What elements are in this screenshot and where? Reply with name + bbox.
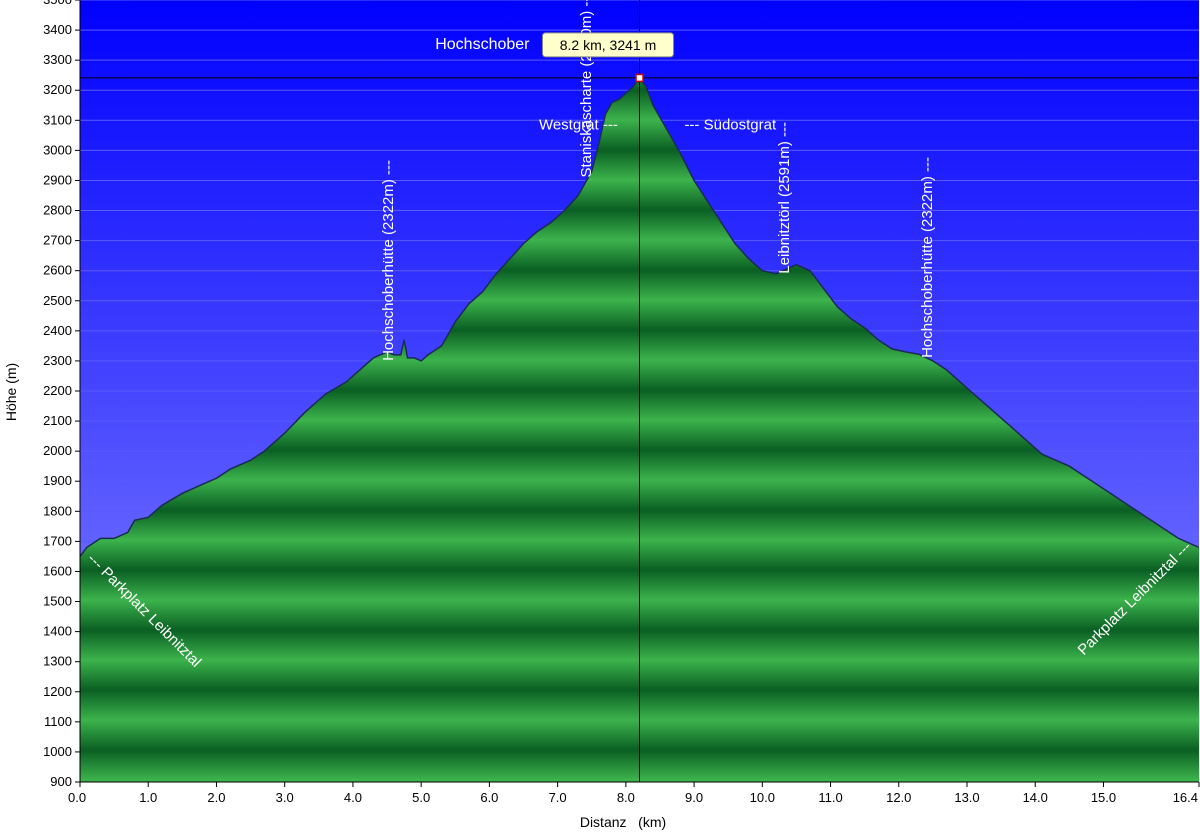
y-tick-label: 2100 <box>43 413 72 428</box>
x-tick-label: 15.0 <box>1091 790 1116 805</box>
y-tick-label: 3300 <box>43 52 72 67</box>
y-tick-label: 1200 <box>43 684 72 699</box>
x-axis-title: Distanz (km) <box>580 814 666 830</box>
y-tick-label: 2800 <box>43 203 72 218</box>
x-tick-label: 13.0 <box>954 790 979 805</box>
summit-point <box>635 73 644 83</box>
x-tick-label: 0.0 <box>68 790 86 805</box>
x-tick-label: 5.0 <box>412 790 430 805</box>
x-tick-label: 14.0 <box>1023 790 1048 805</box>
y-tick-label: 2700 <box>43 233 72 248</box>
x-tick-label: 4.0 <box>344 790 362 805</box>
y-tick-label: 1000 <box>43 744 72 759</box>
waypoint-label: Westgrat --- <box>539 116 618 133</box>
y-tick-label: 3400 <box>43 22 72 37</box>
y-tick-label: 2600 <box>43 263 72 278</box>
elevation-line <box>80 76 1199 557</box>
y-tick-label: 1500 <box>43 594 72 609</box>
waypoint-label: Hochschoberhütte (2322m) --- <box>380 160 397 361</box>
waypoint-label: Staniskascharte (2930m) --- <box>578 0 595 178</box>
y-axis: 900 1000 1100 1200 1300 1400 1500 1600 1700 1800 1… <box>43 0 80 789</box>
y-tick-label: 3500 <box>43 0 72 7</box>
y-tick-label: 2200 <box>43 383 72 398</box>
y-tick-label: 1800 <box>43 503 72 518</box>
x-tick-label: 12.0 <box>886 790 911 805</box>
x-tick-label: 1.0 <box>139 790 157 805</box>
y-tick-label: 1300 <box>43 654 72 669</box>
y-tick-label: 2400 <box>43 323 72 338</box>
x-tick-label: 3.0 <box>276 790 294 805</box>
summit-tooltip <box>542 32 674 58</box>
x-tick-label: 7.0 <box>549 790 567 805</box>
y-axis-title: Höhe (m) <box>3 363 19 421</box>
y-tick-label: 3200 <box>43 82 72 97</box>
x-tick-label: 10.0 <box>750 790 775 805</box>
y-tick-label: 1700 <box>43 533 72 548</box>
y-tick-label: 2300 <box>43 353 72 368</box>
y-tick-label: 3000 <box>43 142 72 157</box>
summit-marker: Hochschober 8.2 km, 3241 m <box>435 32 674 83</box>
x-tick-label: 6.0 <box>480 790 498 805</box>
x-axis: 0.0 1.0 2.0 3.0 4.0 5.0 6.0 7.0 8.0 9.0 10.0 11.0 12… <box>68 782 1200 805</box>
y-tick-label: 900 <box>50 774 72 789</box>
waypoint-label: Hochschoberhütte (2322m) --- <box>919 157 936 358</box>
summit-tooltip-text: 8.2 km, 3241 m <box>560 37 657 53</box>
x-tick-label: 8.0 <box>617 790 635 805</box>
y-tick-label: 1100 <box>44 714 72 729</box>
x-tick-label: 11.0 <box>818 790 842 805</box>
y-tick-label: 2000 <box>43 443 72 458</box>
y-tick-label: 1400 <box>43 624 72 639</box>
waypoint-label: Leibnitztörl (2591m) --- <box>776 122 793 274</box>
x-tick-label: 9.0 <box>685 790 703 805</box>
y-tick-label: 3100 <box>43 112 72 127</box>
x-tick-label: 16.4 <box>1173 790 1198 805</box>
summit-name-label: Hochschober <box>435 36 530 53</box>
waypoint-label: --- Südostgrat <box>684 116 777 133</box>
x-tick-label: 2.0 <box>207 790 225 805</box>
y-tick-label: 1900 <box>43 473 72 488</box>
y-tick-label: 2500 <box>43 293 72 308</box>
y-tick-label: 1600 <box>43 563 72 578</box>
y-tick-label: 2900 <box>43 172 72 187</box>
